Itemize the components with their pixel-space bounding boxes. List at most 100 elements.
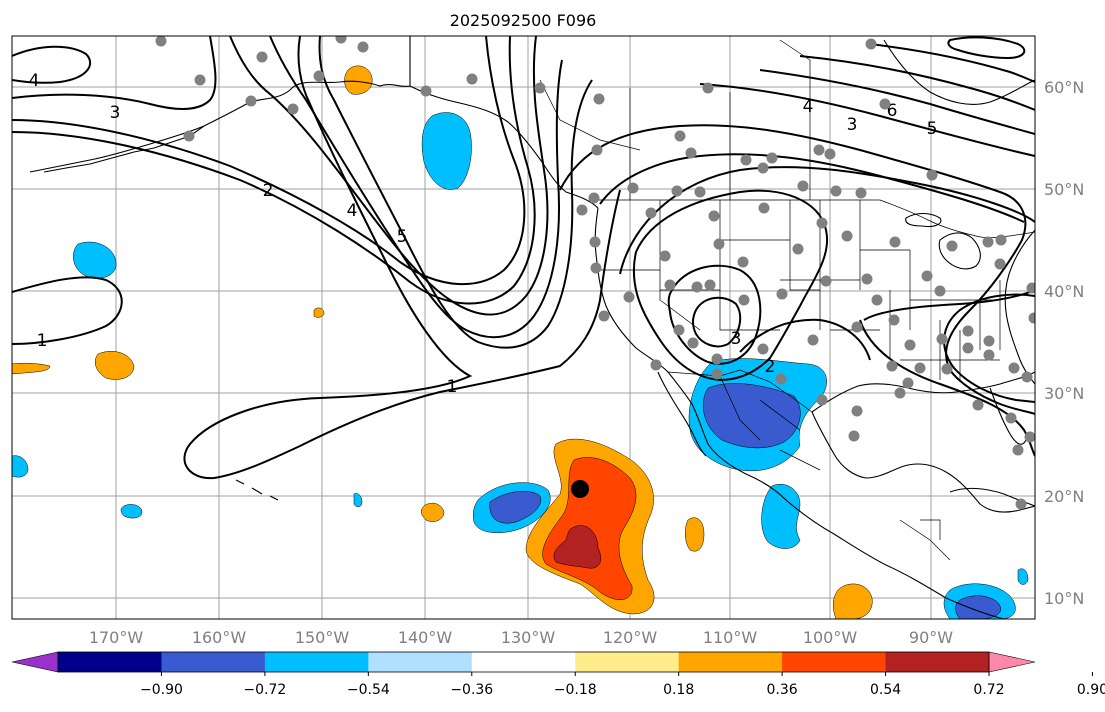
contour-label: 5 — [397, 227, 408, 247]
highlighted-location-marker — [571, 480, 589, 498]
station-dot — [623, 291, 635, 303]
colorbar-extend-left — [11, 651, 59, 673]
station-dot — [1008, 362, 1020, 374]
contour-label: 2 — [263, 181, 274, 201]
station-dot — [245, 95, 257, 107]
station-dot — [674, 130, 686, 142]
negative-core-pacific-west — [489, 490, 542, 524]
station-dot — [824, 148, 836, 160]
station-dot — [851, 321, 863, 333]
station-dot — [851, 405, 863, 417]
contour-4-west — [12, 45, 92, 84]
station-dot — [534, 82, 546, 94]
lat-tick-label: 60°N — [1044, 78, 1084, 97]
contour-low-2 — [667, 264, 762, 365]
positive-region-small-3 — [685, 517, 705, 552]
station-dot — [813, 144, 825, 156]
contour-label: 5 — [927, 119, 938, 139]
contour-label: 3 — [731, 329, 742, 349]
positive-region-small-1 — [313, 307, 325, 318]
coastline-hawaii — [235, 479, 279, 501]
station-dot — [830, 185, 842, 197]
station-dot — [816, 217, 828, 229]
colorbar-tick-label: 0.36 — [767, 682, 798, 698]
station-dot — [740, 154, 752, 166]
station-dot — [1028, 312, 1035, 324]
lon-tick-label: 110°W — [703, 628, 758, 647]
lon-tick-label: 160°W — [192, 628, 247, 647]
station-dot — [995, 234, 1007, 246]
station-dot — [926, 169, 938, 181]
contour-lines — [12, 36, 1035, 480]
station-dot — [466, 73, 478, 85]
station-dot — [664, 279, 676, 291]
contour-ne-closed — [947, 36, 1026, 60]
coastline-east-us — [1004, 229, 1035, 385]
colorbar-segment — [678, 652, 783, 672]
contour-label: 2 — [765, 357, 776, 377]
positive-region-small-2 — [421, 502, 445, 522]
positive-region-alaska — [344, 65, 373, 95]
station-dot — [588, 192, 600, 204]
station-dot — [776, 288, 788, 300]
station-dot — [982, 236, 994, 248]
station-dot — [659, 250, 671, 262]
lat-tick-label: 40°N — [1044, 282, 1084, 301]
contour-ridge-1 — [559, 124, 1035, 415]
station-dot — [983, 335, 995, 347]
station-dot — [797, 180, 809, 192]
station-dot — [420, 85, 432, 97]
coastline-great-lakes — [938, 232, 981, 270]
lat-tick-label: 50°N — [1044, 180, 1084, 199]
colorbar-segment — [264, 652, 369, 672]
contour-8-east — [869, 43, 1035, 83]
station-dot — [1021, 371, 1033, 383]
border-canada-provinces-1 — [539, 79, 641, 151]
negative-region-gulf-of-alaska — [421, 112, 472, 190]
station-dot — [627, 182, 639, 194]
border-us-mexico — [667, 369, 813, 413]
colorbar: −0.90 −0.72 −0.54 −0.36 −0.18 0.18 0.36 0.54 0.7… — [11, 651, 1105, 698]
station-dot — [576, 204, 588, 216]
station-dot — [357, 41, 369, 53]
lon-tick-label: 150°W — [295, 628, 350, 647]
station-dot — [855, 187, 867, 199]
negative-region-southern-mexico — [761, 484, 801, 549]
contour-low-inner — [692, 296, 742, 348]
colorbar-ticks: −0.90 −0.72 −0.54 −0.36 −0.18 0.18 0.36 0.54 0.7… — [140, 672, 1105, 698]
colorbar-segments — [58, 652, 990, 672]
contour-label: 6 — [887, 101, 898, 121]
contour-label: 1 — [37, 331, 48, 351]
station-dot — [921, 270, 933, 282]
contour-label: 3 — [847, 115, 858, 135]
lat-tick-label: 10°N — [1044, 589, 1084, 608]
shaded-anomaly-regions — [12, 65, 1029, 619]
contour-5-east — [699, 83, 1035, 157]
positive-core-east-pacific — [553, 525, 601, 569]
contour-3-west — [12, 36, 217, 110]
station-dot — [645, 207, 657, 219]
contour-4-trough — [229, 36, 549, 316]
colorbar-tick-label: −0.90 — [140, 682, 183, 698]
station-dot — [673, 324, 685, 336]
border-canada-provinces-2 — [629, 39, 811, 200]
coastline-hudson — [883, 39, 1035, 105]
negative-region-caribbean-small — [1017, 568, 1029, 585]
station-dot — [1024, 431, 1035, 443]
lon-tick-label: 130°W — [501, 628, 556, 647]
station-dot — [962, 325, 974, 337]
station-dot — [590, 262, 602, 274]
negative-core-central-america — [955, 595, 1002, 619]
station-dot — [685, 147, 697, 159]
station-dot — [591, 144, 603, 156]
colorbar-tick-label: 0.72 — [973, 682, 1004, 698]
station-dot — [691, 281, 703, 293]
station-dot — [713, 238, 725, 250]
station-dot — [972, 399, 984, 411]
station-dot — [792, 243, 804, 255]
contour-7-east — [799, 55, 1035, 111]
lat-tick-label: 20°N — [1044, 487, 1084, 506]
station-dot — [820, 275, 832, 287]
station-dot — [1012, 444, 1024, 456]
